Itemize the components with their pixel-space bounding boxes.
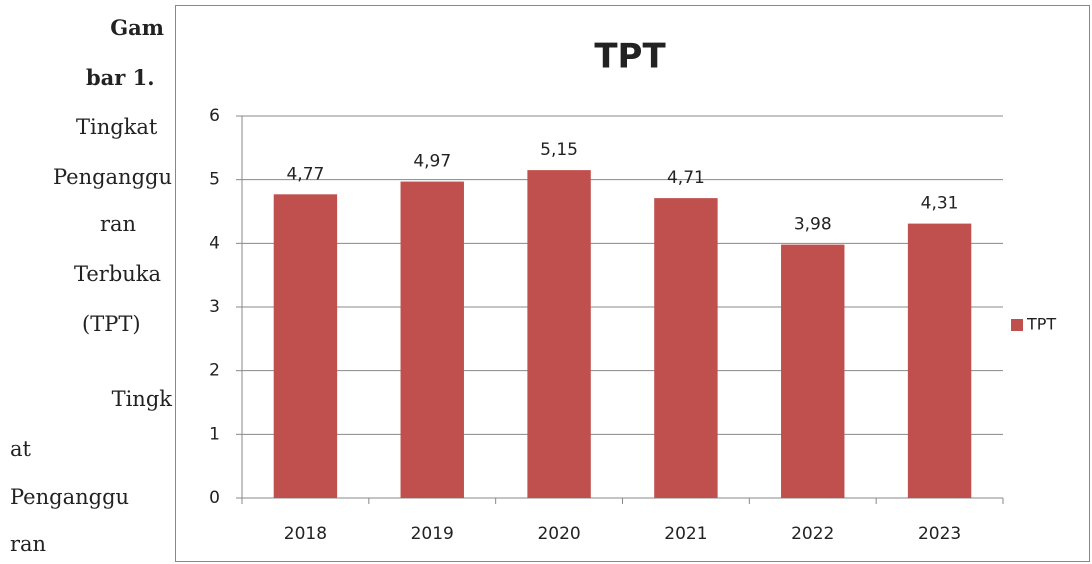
x-tick-label: 2018 bbox=[284, 524, 327, 544]
y-tick-label: 0 bbox=[209, 488, 220, 508]
caption-line: Penganggu bbox=[52, 165, 172, 189]
caption-line: Tingk bbox=[111, 387, 172, 411]
y-tick-label: 6 bbox=[209, 106, 220, 126]
caption-line: Tingkat bbox=[76, 115, 158, 139]
data-label: 3,98 bbox=[794, 215, 832, 235]
caption-line: Penganggu bbox=[10, 485, 130, 509]
x-tick-label: 2022 bbox=[791, 524, 834, 544]
bar bbox=[781, 244, 845, 498]
caption-line: Terbuka bbox=[74, 262, 162, 286]
data-label: 4,71 bbox=[667, 168, 705, 188]
x-tick-label: 2021 bbox=[664, 524, 707, 544]
caption-line: ran bbox=[10, 532, 47, 556]
x-tick-label: 2023 bbox=[918, 524, 961, 544]
y-tick-label: 2 bbox=[209, 361, 220, 381]
bar bbox=[400, 181, 464, 498]
chart-title: TPT bbox=[594, 37, 666, 77]
caption-line: Gam bbox=[110, 15, 164, 40]
legend-label: TPT bbox=[1026, 315, 1056, 334]
x-tick-label: 2020 bbox=[537, 524, 580, 544]
caption-line: at bbox=[10, 437, 31, 461]
data-label: 5,15 bbox=[540, 140, 578, 160]
caption-line: ran bbox=[100, 212, 137, 236]
bar bbox=[907, 223, 972, 498]
bar bbox=[654, 198, 718, 498]
caption-line: (TPT) bbox=[82, 312, 141, 336]
caption-line: bar 1. bbox=[86, 65, 155, 90]
bar bbox=[273, 194, 338, 498]
y-tick-label: 4 bbox=[209, 233, 220, 253]
data-label: 4,31 bbox=[921, 194, 959, 214]
data-label: 4,97 bbox=[413, 152, 451, 172]
legend-swatch bbox=[1011, 319, 1023, 331]
y-tick-label: 1 bbox=[209, 424, 220, 444]
bar bbox=[527, 170, 591, 498]
data-label: 4,77 bbox=[286, 164, 324, 184]
y-tick-label: 3 bbox=[209, 297, 220, 317]
y-tick-label: 5 bbox=[209, 170, 220, 190]
x-tick-label: 2019 bbox=[411, 524, 454, 544]
